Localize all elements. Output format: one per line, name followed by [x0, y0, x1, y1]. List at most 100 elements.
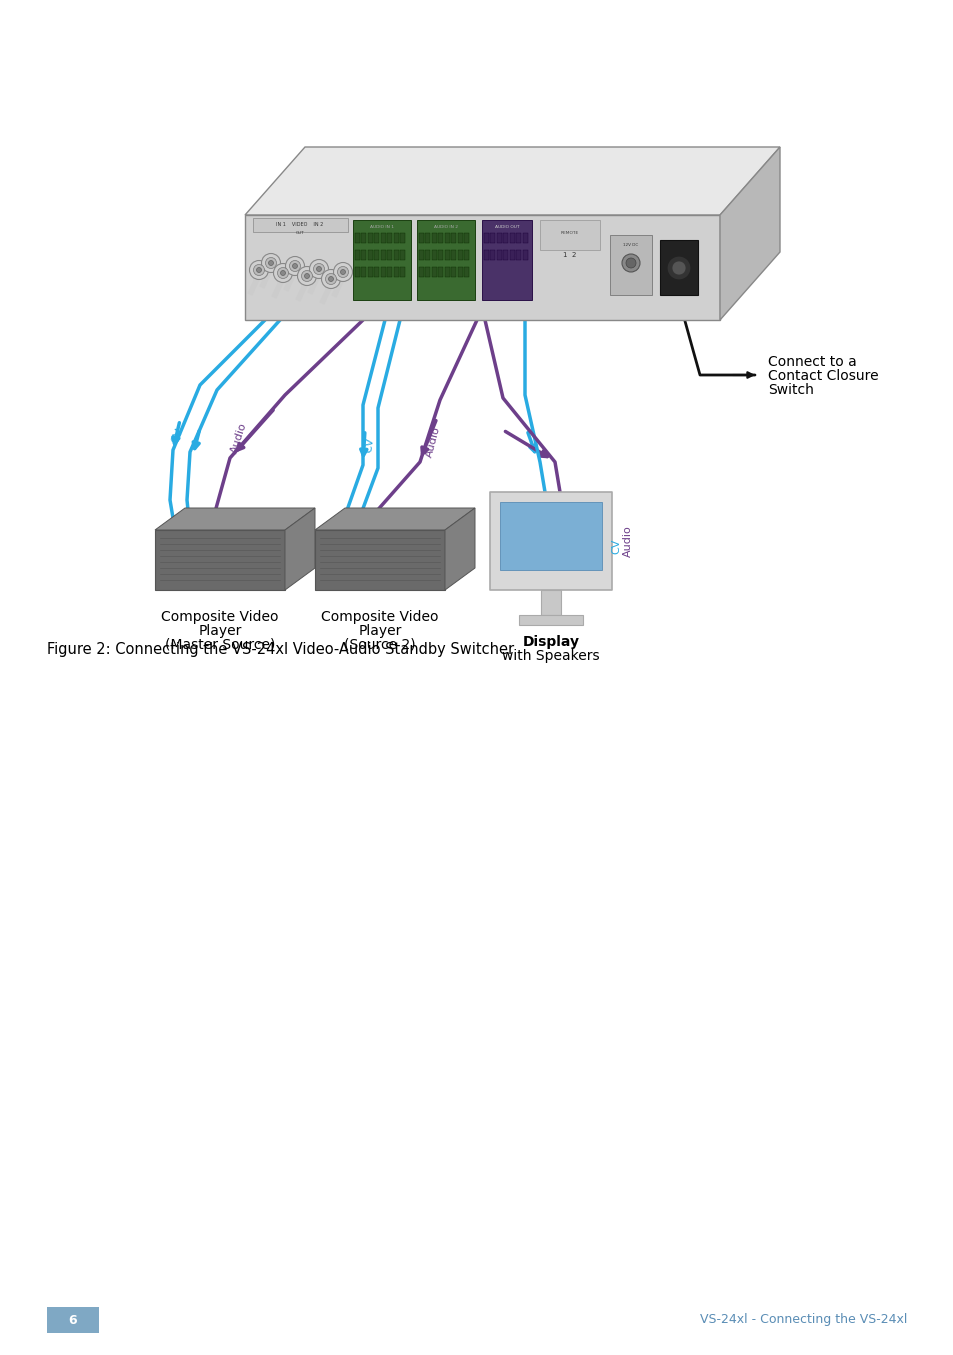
Circle shape	[337, 267, 348, 278]
Bar	[503, 233, 508, 243]
Text: REMOTE: REMOTE	[560, 230, 578, 234]
Bar	[483, 251, 489, 260]
Bar	[416, 220, 475, 299]
Bar	[418, 233, 423, 243]
Circle shape	[309, 260, 328, 279]
Bar	[425, 267, 430, 276]
Circle shape	[293, 263, 297, 268]
Bar	[490, 492, 612, 589]
Bar	[387, 267, 392, 276]
Bar	[425, 233, 430, 243]
Circle shape	[277, 267, 288, 279]
Circle shape	[340, 270, 345, 275]
Bar	[464, 267, 469, 276]
Bar	[353, 220, 411, 299]
Bar	[387, 251, 392, 260]
Circle shape	[265, 257, 276, 268]
Text: Audio: Audio	[622, 526, 633, 557]
Bar	[380, 267, 386, 276]
Bar	[481, 220, 532, 299]
Bar	[451, 233, 456, 243]
Bar	[432, 233, 436, 243]
Bar	[609, 234, 651, 295]
Bar	[490, 251, 495, 260]
Bar	[425, 251, 430, 260]
Bar	[355, 233, 359, 243]
Text: Audio: Audio	[424, 425, 441, 458]
Text: AUDIO IN 2: AUDIO IN 2	[434, 225, 457, 229]
Bar	[451, 267, 456, 276]
Polygon shape	[245, 146, 780, 215]
Bar	[457, 267, 462, 276]
Circle shape	[274, 263, 293, 282]
Polygon shape	[154, 508, 314, 530]
Bar	[394, 233, 398, 243]
Bar	[457, 233, 462, 243]
Bar	[418, 251, 423, 260]
Text: Display: Display	[522, 635, 578, 649]
Circle shape	[297, 267, 316, 286]
Text: IN 1    VIDEO    IN 2: IN 1 VIDEO IN 2	[276, 222, 323, 228]
Bar	[444, 233, 450, 243]
Bar	[497, 251, 501, 260]
Bar	[375, 251, 379, 260]
Text: CV: CV	[362, 436, 375, 454]
Bar	[516, 251, 521, 260]
Bar	[355, 251, 359, 260]
Bar	[499, 501, 601, 570]
Polygon shape	[720, 146, 780, 320]
Circle shape	[328, 276, 334, 282]
Circle shape	[280, 271, 285, 275]
Circle shape	[671, 262, 685, 275]
Bar	[518, 615, 582, 625]
Text: 12V DC: 12V DC	[622, 243, 638, 247]
Circle shape	[301, 271, 313, 282]
Bar	[510, 233, 515, 243]
Bar	[432, 267, 436, 276]
Text: 1  2: 1 2	[562, 252, 576, 257]
Text: with Speakers: with Speakers	[501, 649, 599, 663]
Bar	[539, 220, 599, 251]
Circle shape	[621, 253, 639, 272]
Bar	[464, 251, 469, 260]
Bar	[444, 251, 450, 260]
Bar	[400, 233, 405, 243]
Bar	[483, 233, 489, 243]
Polygon shape	[444, 508, 475, 589]
Polygon shape	[154, 530, 285, 589]
Bar	[432, 251, 436, 260]
Bar	[457, 251, 462, 260]
Circle shape	[314, 263, 324, 275]
Bar	[361, 233, 366, 243]
Bar	[380, 233, 386, 243]
Circle shape	[250, 260, 268, 279]
Bar	[387, 233, 392, 243]
Circle shape	[261, 253, 280, 272]
Bar	[394, 251, 398, 260]
Text: VS-24xl - Connecting the VS-24xl: VS-24xl - Connecting the VS-24xl	[699, 1313, 906, 1327]
Text: (Master Source): (Master Source)	[165, 638, 274, 652]
Bar	[375, 233, 379, 243]
Circle shape	[285, 256, 304, 275]
Text: Player: Player	[358, 625, 401, 638]
Bar	[516, 233, 521, 243]
Text: Connect to a: Connect to a	[767, 355, 856, 369]
Circle shape	[289, 260, 300, 271]
Bar	[253, 218, 348, 232]
Text: Switch: Switch	[767, 383, 813, 397]
Bar	[522, 233, 527, 243]
Circle shape	[268, 260, 274, 266]
Text: 6: 6	[69, 1313, 77, 1327]
Bar	[400, 267, 405, 276]
Bar	[355, 267, 359, 276]
Bar	[438, 233, 443, 243]
Bar	[522, 251, 527, 260]
Bar	[400, 251, 405, 260]
Text: AUDIO OUT: AUDIO OUT	[495, 225, 518, 229]
Bar	[375, 267, 379, 276]
Bar	[368, 267, 373, 276]
Bar	[380, 251, 386, 260]
Circle shape	[334, 263, 352, 282]
Text: Composite Video: Composite Video	[321, 610, 438, 625]
Circle shape	[321, 270, 340, 289]
